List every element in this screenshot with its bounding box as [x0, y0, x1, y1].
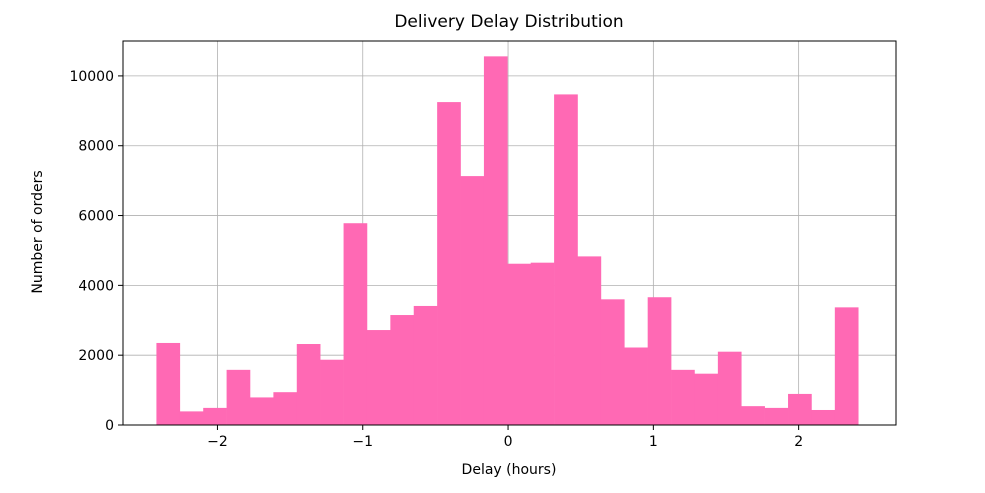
- histogram-bar: [483, 56, 508, 426]
- histogram-bar: [764, 407, 789, 425]
- histogram-bar: [273, 392, 298, 425]
- x-tick-label: −1: [352, 434, 373, 450]
- histogram-bar: [811, 409, 836, 425]
- y-axis-label: Number of orders: [30, 170, 46, 293]
- histogram-bar: [554, 94, 578, 425]
- x-axis-ticks: −2 −1 0 1 2: [207, 425, 803, 450]
- histogram-bar: [179, 411, 204, 425]
- histogram-bar: [366, 330, 391, 425]
- y-tick-label: 0: [105, 418, 114, 434]
- histogram-bar: [530, 262, 555, 425]
- histogram-bar: [671, 369, 695, 425]
- histogram-bar: [343, 223, 368, 425]
- histogram-bar: [694, 373, 719, 425]
- histogram-bar: [156, 342, 181, 425]
- histogram-bar: [296, 344, 321, 425]
- histogram-bar: [320, 359, 344, 425]
- histogram-bar: [647, 297, 672, 425]
- histogram-bar: [741, 406, 765, 425]
- histogram-bar: [203, 407, 227, 425]
- y-tick-label: 8000: [78, 139, 114, 155]
- x-tick-label: 0: [504, 434, 513, 450]
- chart-title: Delivery Delay Distribution: [394, 12, 623, 32]
- histogram-bar: [460, 176, 485, 425]
- histogram-bar: [624, 347, 648, 425]
- histogram-bar: [507, 263, 532, 425]
- histogram-bar: [717, 351, 742, 425]
- histogram-bar: [413, 305, 438, 425]
- x-tick-label: −2: [207, 434, 228, 450]
- x-tick-label: 1: [649, 434, 658, 450]
- histogram-bar: [577, 256, 602, 425]
- y-tick-label: 10000: [69, 69, 114, 85]
- y-axis-ticks: 0 2000 4000 6000 8000 10000: [69, 69, 123, 434]
- y-tick-label: 4000: [78, 278, 114, 294]
- histogram-bar: [600, 299, 625, 425]
- histogram-bar: [249, 397, 274, 425]
- histogram-bar: [834, 307, 859, 425]
- y-tick-label: 2000: [78, 348, 114, 364]
- histogram-bar: [390, 315, 415, 425]
- histogram-bars: [156, 56, 859, 426]
- plot-frame: [122, 40, 897, 426]
- x-tick-label: 2: [794, 434, 803, 450]
- histogram-bar: [437, 102, 461, 425]
- histogram-bar: [226, 369, 251, 425]
- x-axis-label: Delay (hours): [462, 462, 557, 478]
- histogram-bar: [788, 393, 812, 425]
- y-tick-label: 6000: [78, 209, 114, 225]
